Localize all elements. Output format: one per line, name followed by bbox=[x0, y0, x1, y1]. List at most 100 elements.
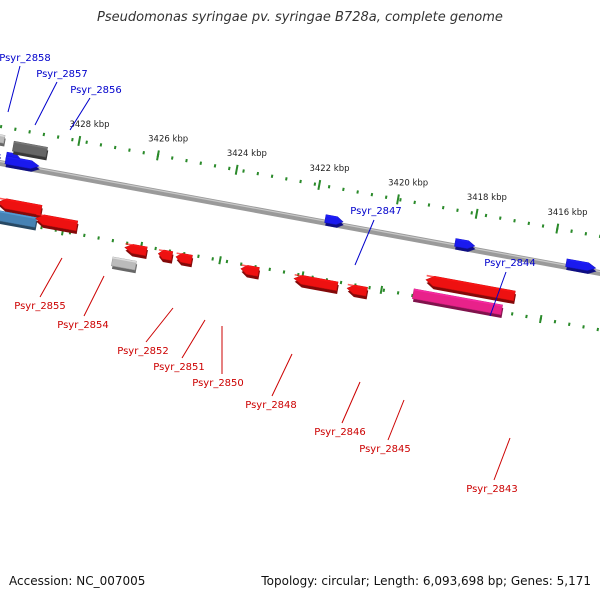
tick-dot bbox=[470, 211, 474, 215]
tick-label: 3416 kbp bbox=[547, 208, 587, 218]
tick-dot bbox=[570, 229, 573, 233]
topology-text: Topology: circular; Length: 6,093,698 bp… bbox=[261, 574, 591, 588]
tick-dot bbox=[97, 236, 100, 240]
tick-dot bbox=[239, 262, 243, 266]
backbone-layer bbox=[0, 159, 600, 277]
tick-dot bbox=[541, 224, 545, 228]
tick-dot bbox=[42, 132, 46, 137]
tick-dot bbox=[456, 208, 459, 213]
gene-label-reverse[interactable]: Psyr_2852 bbox=[117, 346, 169, 357]
gene-label-forward[interactable]: Psyr_2856 bbox=[70, 85, 122, 96]
tick-label: 3418 kbp bbox=[467, 193, 507, 203]
gene-label-reverse[interactable]: Psyr_2843 bbox=[466, 484, 518, 495]
gene-label-reverse[interactable]: Psyr_2855 bbox=[14, 301, 66, 312]
gene-box-blue bbox=[324, 214, 344, 228]
gene-label-forward[interactable]: Psyr_2858 bbox=[0, 53, 51, 64]
major-tick bbox=[555, 223, 560, 234]
tick-dot bbox=[427, 203, 431, 207]
tick-dot bbox=[527, 221, 531, 226]
gene-label-forward[interactable]: Psyr_2844 bbox=[484, 258, 536, 269]
tick-dot bbox=[411, 293, 414, 298]
tick-dot bbox=[282, 270, 286, 274]
gene-box-blue bbox=[454, 238, 476, 252]
gene-label-forward[interactable]: Psyr_2847 bbox=[350, 206, 402, 217]
tick-dot bbox=[596, 327, 600, 332]
tick-dot bbox=[113, 145, 117, 150]
major-tick bbox=[396, 194, 400, 205]
backbone-track bbox=[0, 159, 600, 277]
tick-dot bbox=[28, 130, 31, 134]
gene-leader-line bbox=[271, 353, 293, 397]
gene-leader-line bbox=[489, 271, 507, 317]
forward-tick-row bbox=[0, 124, 600, 239]
tick-dot bbox=[0, 124, 3, 129]
map-title: Pseudomonas syringae pv. syringae B728a,… bbox=[97, 10, 503, 25]
tick-dot bbox=[199, 161, 203, 165]
tick-dot bbox=[154, 246, 157, 251]
tick-dot bbox=[399, 198, 402, 202]
major-tick bbox=[317, 179, 322, 191]
tick-dot bbox=[142, 150, 145, 155]
major-tick bbox=[474, 208, 479, 219]
tick-dot bbox=[268, 267, 272, 272]
gene-box-steel bbox=[0, 208, 38, 231]
tick-dot bbox=[56, 135, 60, 139]
gene-box-dark bbox=[12, 140, 49, 161]
gene-box-gray bbox=[0, 129, 6, 147]
tick-dot bbox=[170, 156, 174, 160]
tick-dot bbox=[510, 312, 514, 316]
major-tick bbox=[379, 285, 384, 294]
gene-layer bbox=[0, 129, 597, 318]
tick-dot bbox=[413, 200, 416, 205]
major-tick bbox=[218, 256, 222, 265]
tick-dot bbox=[382, 288, 386, 293]
accession-text: Accession: NC_007005 bbox=[9, 574, 146, 588]
gene-box-red bbox=[35, 213, 79, 234]
tick-dot bbox=[498, 216, 502, 220]
gene-box-red bbox=[240, 264, 261, 280]
gene-box-blue bbox=[565, 258, 597, 274]
gene-leader-line bbox=[39, 257, 63, 298]
tick-dot bbox=[567, 322, 571, 327]
gene-label-forward[interactable]: Psyr_2857 bbox=[36, 69, 88, 80]
gene-label-reverse[interactable]: Psyr_2850 bbox=[192, 378, 244, 389]
tick-label: 3420 kbp bbox=[388, 179, 428, 189]
tick-dot bbox=[441, 205, 445, 210]
gene-box-red bbox=[124, 242, 148, 259]
gene-leader-line bbox=[83, 275, 105, 317]
gene-label-reverse[interactable]: Psyr_2846 bbox=[314, 427, 366, 438]
tick-dot bbox=[228, 166, 231, 171]
tick-dot bbox=[185, 158, 188, 163]
tick-dot bbox=[384, 195, 388, 199]
gene-box-blue bbox=[4, 155, 40, 172]
tick-dot bbox=[285, 177, 288, 181]
tick-dot bbox=[553, 319, 557, 324]
gene-box-red bbox=[0, 197, 43, 219]
tick-dot bbox=[368, 285, 371, 290]
tick-dot bbox=[396, 291, 400, 295]
major-tick bbox=[539, 314, 543, 324]
reverse-tick-row bbox=[0, 218, 600, 332]
tick-dot bbox=[211, 257, 214, 261]
tick-dot bbox=[484, 213, 488, 218]
tick-dot bbox=[299, 179, 302, 184]
tick-dot bbox=[356, 190, 359, 194]
gene-leader-line bbox=[181, 319, 206, 359]
tick-dot bbox=[197, 254, 200, 259]
gene-box-gray bbox=[111, 256, 138, 274]
tick-label: 3424 kbp bbox=[227, 149, 267, 159]
tick-dot bbox=[242, 169, 245, 173]
gene-label-reverse[interactable]: Psyr_2845 bbox=[359, 444, 411, 455]
gene-label-reverse[interactable]: Psyr_2851 bbox=[153, 362, 205, 373]
gene-leader-line bbox=[7, 65, 21, 113]
gene-leader-line bbox=[34, 81, 58, 126]
tick-dot bbox=[213, 164, 217, 168]
tick-dot bbox=[342, 187, 345, 192]
tick-dot bbox=[584, 232, 588, 236]
gene-box-red bbox=[293, 273, 339, 294]
gene-label-reverse[interactable]: Psyr_2848 bbox=[245, 400, 297, 411]
tick-label: 3422 kbp bbox=[309, 164, 349, 174]
gene-label-reverse[interactable]: Psyr_2854 bbox=[57, 320, 109, 331]
tick-dot bbox=[525, 314, 528, 319]
